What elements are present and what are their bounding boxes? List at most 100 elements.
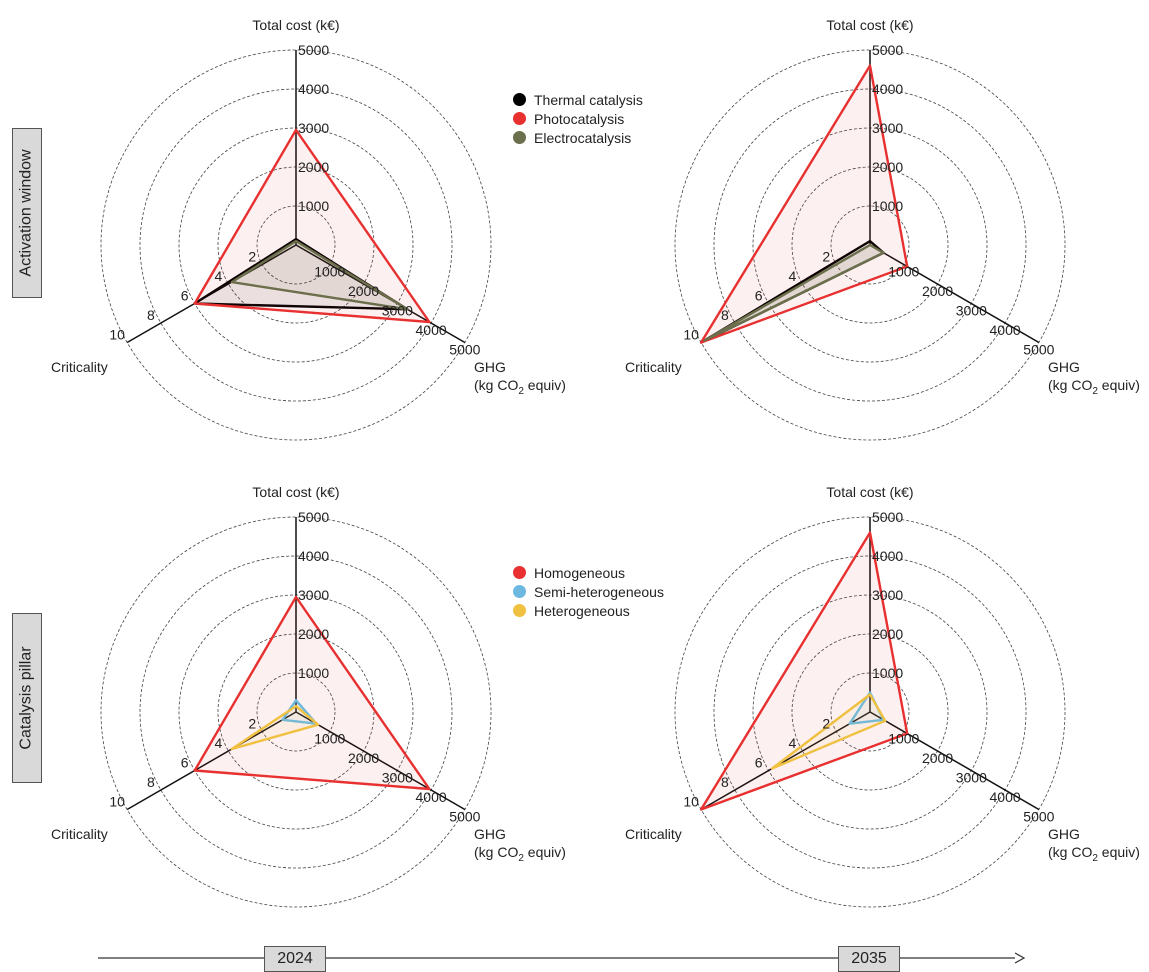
tick-label: 6 — [181, 288, 189, 304]
tick-label: 4000 — [872, 81, 903, 97]
radar-chart: 1000200030004000500010002000300040005000… — [51, 484, 566, 907]
axis-title-ghg-units: (kg CO2 equiv) — [474, 844, 566, 864]
axis-title-total-cost: Total cost (k€) — [252, 484, 339, 500]
tick-label: 3000 — [872, 120, 903, 136]
legend-label: Electrocatalysis — [534, 130, 631, 146]
axis-title-criticality: Criticality — [51, 826, 108, 842]
tick-label: 1000 — [314, 731, 345, 747]
legend-swatch — [513, 93, 526, 106]
legend-item: Semi-heterogeneous — [513, 582, 664, 601]
tick-label: 3000 — [382, 303, 413, 319]
axis-title-ghg-units-part: equiv) — [524, 377, 566, 393]
tick-label: 2000 — [922, 283, 953, 299]
tick-label: 4000 — [990, 789, 1021, 805]
tick-label: 4000 — [872, 548, 903, 564]
legend-swatch — [513, 585, 526, 598]
tick-label: 5000 — [449, 342, 480, 358]
tick-label: 6 — [755, 755, 763, 771]
tick-label: 6 — [755, 288, 763, 304]
tick-label: 10 — [683, 794, 699, 810]
tick-label: 4000 — [990, 322, 1021, 338]
tick-label: 4 — [215, 268, 223, 284]
legend-swatch — [513, 566, 526, 579]
legend-swatch — [513, 604, 526, 617]
tick-label: 8 — [721, 307, 729, 323]
axis-title-ghg: GHG — [474, 826, 506, 842]
tick-label: 4 — [789, 268, 797, 284]
tick-label: 8 — [147, 307, 155, 323]
legend-bottom: Homogeneous Semi-heterogeneous Heterogen… — [513, 563, 664, 620]
legend-label: Homogeneous — [534, 565, 625, 581]
tick-label: 1000 — [314, 264, 345, 280]
axis-title-ghg-units-part: equiv) — [1098, 844, 1140, 860]
tick-label: 5000 — [1023, 809, 1054, 825]
legend-label: Heterogeneous — [534, 603, 630, 619]
tick-label: 2 — [248, 249, 256, 265]
legend-item: Homogeneous — [513, 563, 664, 582]
tick-label: 5000 — [872, 509, 903, 525]
row-label-text: Catalysis pillar — [18, 646, 36, 749]
tick-label: 4000 — [298, 81, 329, 97]
radar-chart: 1000200030004000500010002000300040005000… — [625, 484, 1140, 907]
tick-label: 6 — [181, 755, 189, 771]
tick-label: 10 — [109, 794, 125, 810]
tick-label: 1000 — [872, 198, 903, 214]
tick-label: 1000 — [888, 731, 919, 747]
tick-label: 2 — [248, 716, 256, 732]
radar-chart: 1000200030004000500010002000300040005000… — [51, 17, 566, 440]
tick-label: 4000 — [298, 548, 329, 564]
row-label-catalysis-pillar: Catalysis pillar — [12, 613, 42, 783]
row-label-activation-window: Activation window — [12, 128, 42, 298]
timeline-arrow-head — [1015, 953, 1024, 963]
tick-label: 2000 — [298, 159, 329, 175]
axis-title-total-cost: Total cost (k€) — [252, 17, 339, 33]
tick-label: 2000 — [872, 626, 903, 642]
axis-title-total-cost: Total cost (k€) — [826, 17, 913, 33]
legend-label: Photocatalysis — [534, 111, 624, 127]
tick-label: 2 — [822, 249, 830, 265]
legend-swatch — [513, 112, 526, 125]
axis-title-ghg-units-part: equiv) — [524, 844, 566, 860]
tick-label: 5000 — [1023, 342, 1054, 358]
tick-label: 3000 — [298, 587, 329, 603]
legend-swatch — [513, 131, 526, 144]
tick-label: 2000 — [348, 283, 379, 299]
tick-label: 4000 — [416, 789, 447, 805]
axis-title-ghg-units-part: equiv) — [1098, 377, 1140, 393]
legend-label: Thermal catalysis — [534, 92, 643, 108]
axis-title-ghg: GHG — [1048, 359, 1080, 375]
tick-label: 3000 — [382, 770, 413, 786]
tick-label: 3000 — [956, 303, 987, 319]
radar-chart: 1000200030004000500010002000300040005000… — [625, 17, 1140, 440]
tick-label: 10 — [109, 327, 125, 343]
legend-item: Thermal catalysis — [513, 90, 643, 109]
legend-top: Thermal catalysis Photocatalysis Electro… — [513, 90, 643, 147]
legend-item: Photocatalysis — [513, 109, 643, 128]
year-label: 2035 — [851, 950, 887, 967]
tick-label: 3000 — [956, 770, 987, 786]
legend-label: Semi-heterogeneous — [534, 584, 664, 600]
axis-title-ghg-units: (kg CO2 equiv) — [1048, 377, 1140, 397]
year-box-2035: 2035 — [838, 946, 900, 972]
tick-label: 1000 — [888, 264, 919, 280]
tick-label: 1000 — [298, 665, 329, 681]
tick-label: 5000 — [298, 509, 329, 525]
tick-label: 1000 — [872, 665, 903, 681]
axis-title-ghg-units: (kg CO2 equiv) — [1048, 844, 1140, 864]
tick-label: 5000 — [872, 42, 903, 58]
axis-title-ghg-units-part: (kg CO — [474, 377, 518, 393]
tick-label: 4 — [215, 735, 223, 751]
tick-label: 2000 — [348, 750, 379, 766]
axis-title-ghg-units-part: (kg CO — [1048, 377, 1092, 393]
tick-label: 2000 — [872, 159, 903, 175]
axis-title-ghg-units: (kg CO2 equiv) — [474, 377, 566, 397]
tick-label: 1000 — [298, 198, 329, 214]
tick-label: 5000 — [298, 42, 329, 58]
axis-title-ghg: GHG — [474, 359, 506, 375]
tick-label: 8 — [721, 774, 729, 790]
tick-label: 3000 — [872, 587, 903, 603]
row-label-text: Activation window — [18, 149, 36, 276]
axis-title-criticality: Criticality — [51, 359, 108, 375]
tick-label: 2000 — [298, 626, 329, 642]
tick-label: 2 — [822, 716, 830, 732]
